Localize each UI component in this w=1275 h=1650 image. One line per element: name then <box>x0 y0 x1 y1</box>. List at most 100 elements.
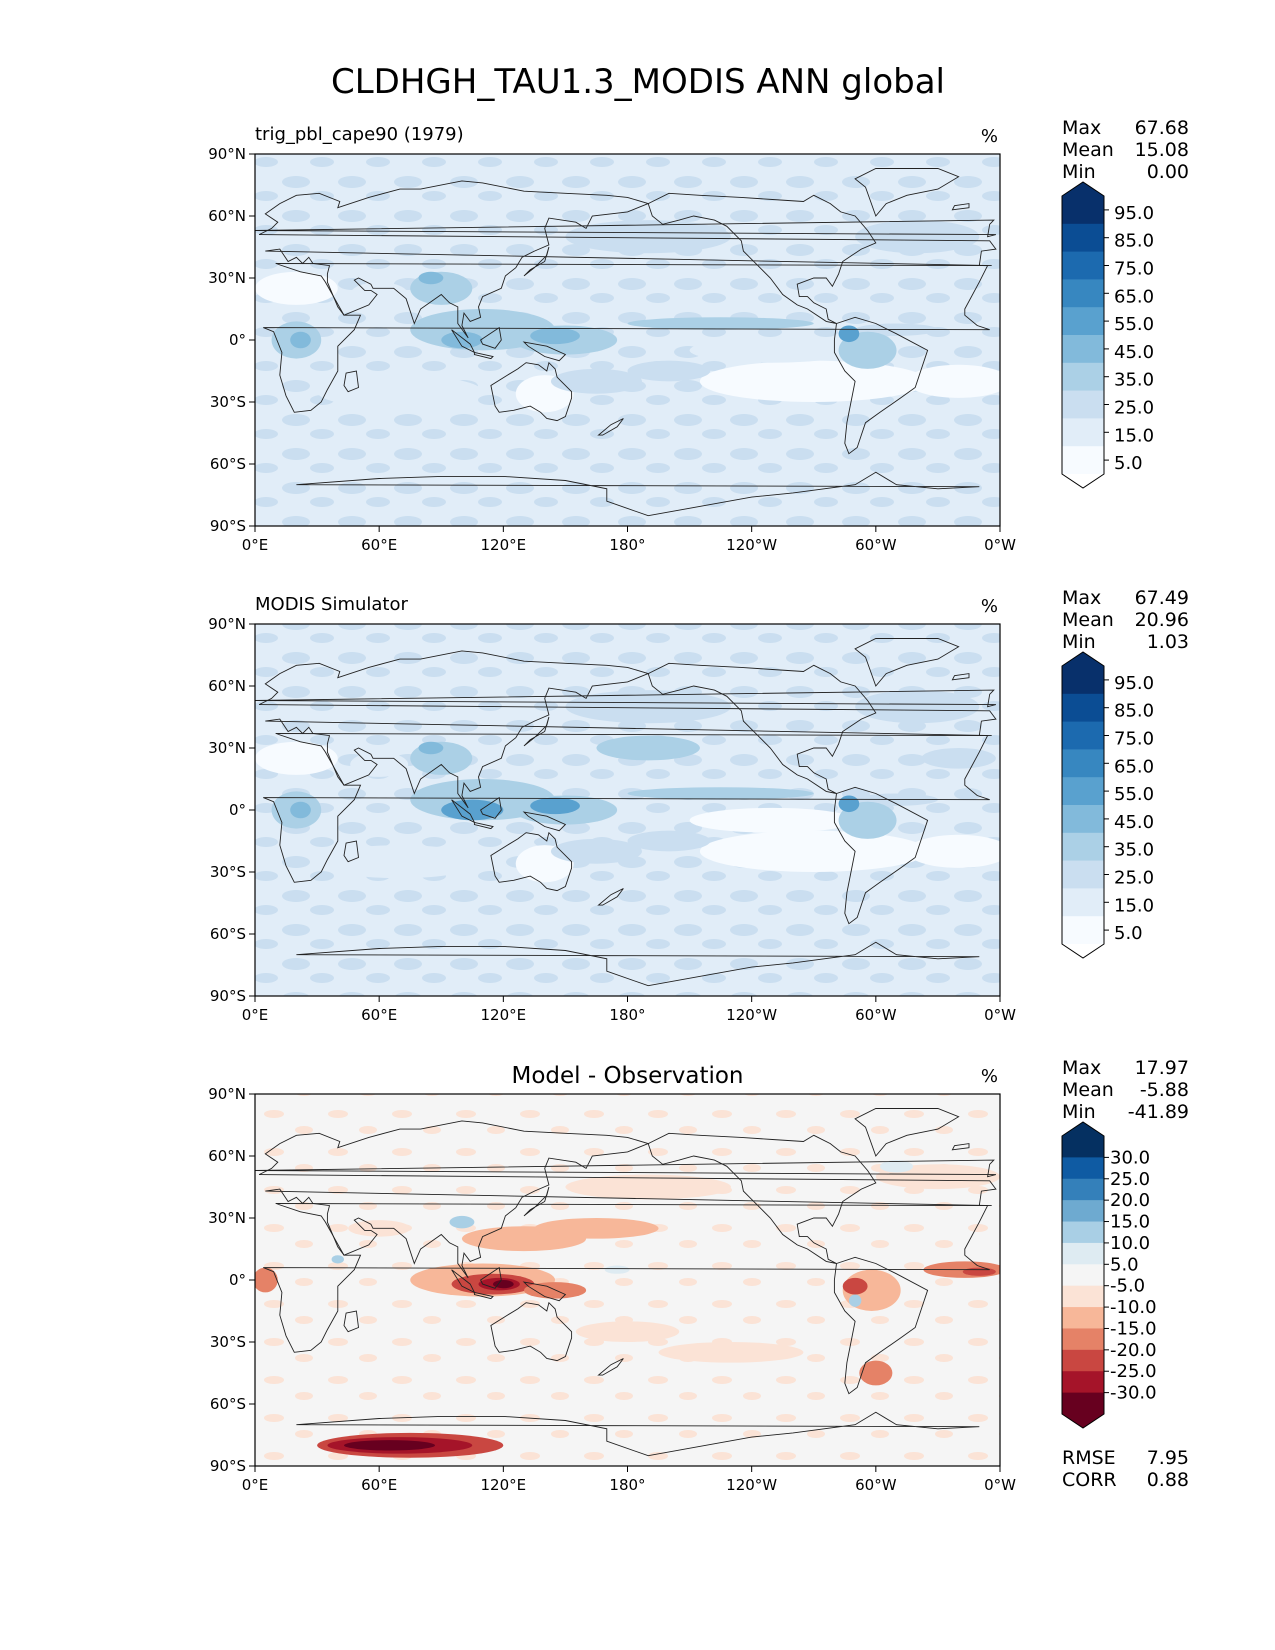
coastline <box>473 1291 494 1300</box>
stat-max-value: 17.97 <box>1135 1057 1189 1079</box>
stat-mean-value: 20.96 <box>1135 609 1189 631</box>
stat-rmse-value: 7.95 <box>1147 1447 1189 1469</box>
lon-tick-label: 120°W <box>726 1006 777 1024</box>
stat-max-label: Max <box>1062 117 1101 139</box>
colorbar-tick-label: 15.0 <box>1114 895 1154 916</box>
coastline <box>343 840 359 863</box>
coastline <box>258 1120 997 1279</box>
colorbar-extend-bottom <box>1062 944 1104 958</box>
field-patch <box>441 799 504 821</box>
field-patch <box>921 748 996 769</box>
positive-bias <box>449 1215 475 1229</box>
coastline <box>597 418 624 436</box>
lon-tick-label: 120°W <box>726 1476 777 1494</box>
colorbar-tick-label: 95.0 <box>1114 673 1154 694</box>
colorbar-segment <box>1062 196 1104 225</box>
colorbar-tick-label: 75.0 <box>1114 259 1154 280</box>
colorbar-tick-label: 85.0 <box>1114 231 1154 252</box>
stat-rmse-label: RMSE <box>1062 1447 1116 1469</box>
colorbar-segment <box>1062 279 1104 308</box>
lon-tick-label: 120°E <box>481 1476 527 1494</box>
map-panel-1: 90°N 60°N 30°N 0° 30°S 60°S 90°S0°E 60°E 120°E 18… <box>208 117 1189 554</box>
lon-tick-label: 180° <box>609 536 645 554</box>
colorbar-segment <box>1062 1392 1104 1415</box>
lon-tick-label: 120°W <box>726 536 777 554</box>
colorbar-tick-label: 5.0 <box>1114 923 1143 944</box>
colorbar-tick-label: 85.0 <box>1114 701 1154 722</box>
field-patch <box>317 845 483 879</box>
stat-min-value: 1.03 <box>1147 631 1189 653</box>
colorbar-segment <box>1062 418 1104 447</box>
colorbar-segment <box>1062 1200 1104 1223</box>
colorbar-tick-label: -25.0 <box>1110 1361 1157 1382</box>
lon-tick-label: 0°E <box>242 536 269 554</box>
stat-max-value: 67.49 <box>1135 587 1189 609</box>
field-patch <box>689 807 856 833</box>
panel-title: trig_pbl_cape90 (1979) <box>255 124 464 145</box>
field-patch <box>855 690 980 724</box>
colorbar-segment <box>1062 1178 1104 1201</box>
colorbar-tick-label: 5.0 <box>1110 1254 1139 1275</box>
field-contours <box>255 638 1000 987</box>
colorbar: 95.0 85.0 75.0 65.0 55.0 45.0 35.0 25.0 15.0 5.0 <box>1061 181 1154 489</box>
lon-tick-label: 60°W <box>855 536 897 554</box>
colorbar-tick-label: -30.0 <box>1110 1383 1157 1404</box>
coastline <box>523 246 550 277</box>
coastline <box>523 1186 550 1217</box>
stat-mean-value: 15.08 <box>1135 139 1189 161</box>
lat-tick-label: 90°S <box>210 517 246 535</box>
field-patch <box>418 741 444 755</box>
coastline <box>597 888 624 906</box>
coastline <box>833 786 929 925</box>
field-patch <box>627 360 711 382</box>
coastline <box>597 1358 624 1376</box>
lon-tick-label: 60°E <box>361 536 397 554</box>
stat-max-value: 67.68 <box>1135 117 1189 139</box>
field-patch <box>418 271 444 285</box>
colorbar-segment <box>1062 693 1104 723</box>
field-patch <box>838 795 860 813</box>
colorbar-tick-label: -5.0 <box>1110 1276 1145 1297</box>
colorbar-tick-label: 55.0 <box>1114 784 1154 805</box>
coastline <box>258 180 997 339</box>
field-patch <box>290 801 311 819</box>
field-patch <box>596 735 700 761</box>
colorbar-segment <box>1062 1307 1104 1329</box>
lon-tick-label: 180° <box>609 1476 645 1494</box>
lat-tick-label: 30°S <box>210 1333 246 1351</box>
lat-tick-label: 60°S <box>210 925 246 943</box>
colorbar-tick-label: -20.0 <box>1110 1340 1157 1361</box>
stat-corr-value: 0.88 <box>1147 1469 1189 1491</box>
subtropical-minimum <box>699 830 928 872</box>
lat-tick-label: 30°S <box>210 863 246 881</box>
coastline <box>951 1143 970 1151</box>
coastline <box>522 341 567 362</box>
units-label: % <box>981 1066 998 1087</box>
field-patch <box>879 1160 914 1173</box>
lat-tick-label: 90°N <box>208 1085 246 1103</box>
coastline <box>343 1310 359 1333</box>
field-patch <box>962 1267 996 1276</box>
map-panel-3: 90°N 60°N 30°N 0° 30°S 60°S 90°S0°E 60°E 120°E 18… <box>208 1057 1189 1494</box>
stat-mean-label: Mean <box>1062 1079 1114 1101</box>
lat-tick-label: 0° <box>229 331 246 349</box>
lon-tick-label: 0°E <box>242 1006 269 1024</box>
field-patch <box>441 331 483 349</box>
itcz <box>627 787 814 800</box>
colorbar-tick-label: 25.0 <box>1114 398 1154 419</box>
stat-min-label: Min <box>1062 1101 1096 1123</box>
lat-tick-label: 30°N <box>208 269 246 287</box>
colorbar-segment <box>1062 1157 1104 1180</box>
field-patch <box>550 368 642 394</box>
field-patch <box>255 1267 278 1293</box>
colorbar-segment <box>1062 666 1104 695</box>
coastline <box>951 673 970 681</box>
lat-tick-label: 60°N <box>208 677 246 695</box>
coastline <box>480 326 502 349</box>
field-patch <box>838 325 860 343</box>
colorbar-segment <box>1062 307 1104 336</box>
coastline <box>854 168 960 217</box>
field-patch <box>906 364 1000 398</box>
field-patch <box>550 838 642 864</box>
coastline <box>473 351 494 360</box>
